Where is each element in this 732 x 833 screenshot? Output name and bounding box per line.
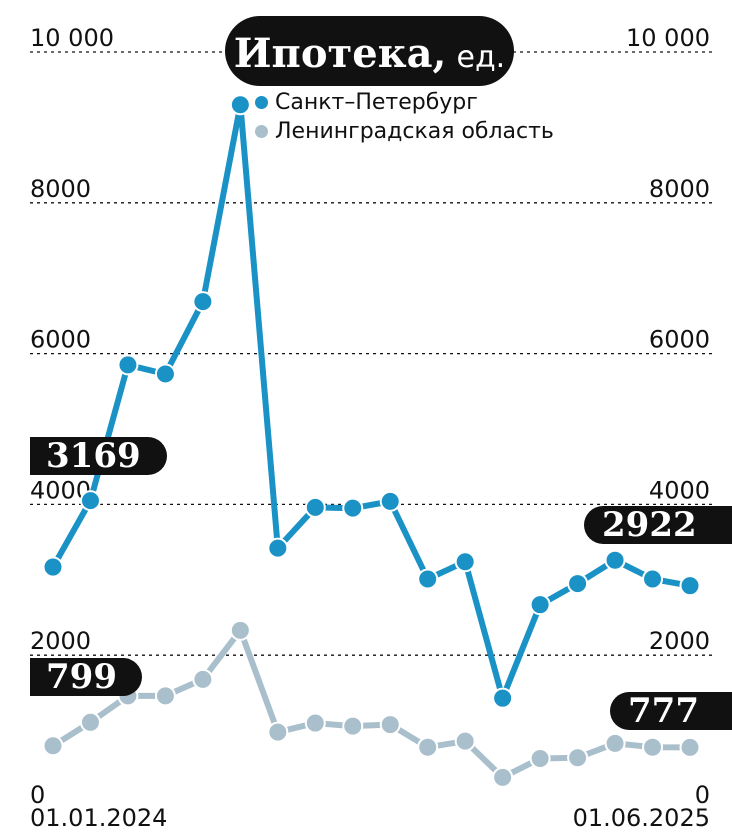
data-point (154, 685, 176, 707)
series-line (50, 627, 693, 781)
data-point (304, 496, 326, 518)
y-tick-label-left: 0 (30, 781, 45, 809)
data-point (192, 291, 214, 313)
y-tick-label-left: 8000 (30, 175, 91, 203)
data-point (79, 490, 101, 512)
data-point (154, 363, 176, 385)
series-spb (42, 94, 701, 709)
data-point (267, 537, 289, 559)
data-point (229, 94, 251, 116)
series-group (42, 94, 701, 788)
data-point (417, 568, 439, 590)
y-tick-label-left: 10 000 (30, 24, 114, 52)
data-point (679, 575, 701, 597)
data-point (529, 594, 551, 616)
data-point (229, 619, 251, 641)
data-point (379, 490, 401, 512)
grid-lines (30, 51, 712, 656)
x-axis-start-label: 01.01.2024 (30, 804, 167, 832)
data-point (642, 568, 664, 590)
y-tick-label-left: 6000 (30, 326, 91, 354)
data-point (192, 668, 214, 690)
y-tick-label-right: 10 000 (626, 24, 710, 52)
data-point (454, 730, 476, 752)
y-tick-label-left: 2000 (30, 627, 91, 655)
data-point (567, 747, 589, 769)
data-point (492, 766, 514, 788)
data-point (117, 354, 139, 376)
data-point (267, 721, 289, 743)
data-point (379, 714, 401, 736)
data-point (642, 736, 664, 758)
legend-label-lo: Ленинградская область (275, 119, 554, 144)
y-tick-label-right: 6000 (649, 326, 710, 354)
x-axis-end-label: 01.06.2025 (573, 804, 710, 832)
legend-label-spb: Санкт–Петербург (275, 90, 478, 115)
data-point (342, 497, 364, 519)
data-point (604, 549, 626, 571)
legend: Санкт–Петербург Ленинградская область (255, 88, 554, 146)
data-point (417, 736, 439, 758)
legend-item-lo: Ленинградская область (255, 117, 554, 146)
data-point (529, 747, 551, 769)
callout-spb-start: 3169 (30, 437, 167, 475)
data-point (42, 735, 64, 757)
data-point (304, 712, 326, 734)
data-point (604, 732, 626, 754)
series-line (50, 101, 693, 702)
chart-title: Ипотека, ед. (225, 16, 514, 86)
legend-item-spb: Санкт–Петербург (255, 88, 554, 117)
y-tick-label-right: 2000 (649, 627, 710, 655)
legend-swatch-lo (255, 125, 268, 138)
chart-title-unit: ед. (456, 40, 506, 75)
callout-lo-start: 799 (30, 658, 142, 696)
data-point (492, 687, 514, 709)
callout-spb-end: 2922 (584, 506, 732, 544)
chart-title-main: Ипотека, (233, 30, 447, 77)
y-tick-label-right: 0 (695, 781, 710, 809)
callout-lo-end: 777 (610, 692, 732, 730)
data-point (567, 573, 589, 595)
legend-swatch-spb (255, 96, 268, 109)
data-point (42, 556, 64, 578)
data-point (342, 715, 364, 737)
series-lo (42, 619, 701, 788)
y-tick-label-right: 8000 (649, 175, 710, 203)
data-point (679, 736, 701, 758)
data-point (454, 551, 476, 573)
data-point (79, 711, 101, 733)
y-tick-label-right: 4000 (649, 476, 710, 504)
